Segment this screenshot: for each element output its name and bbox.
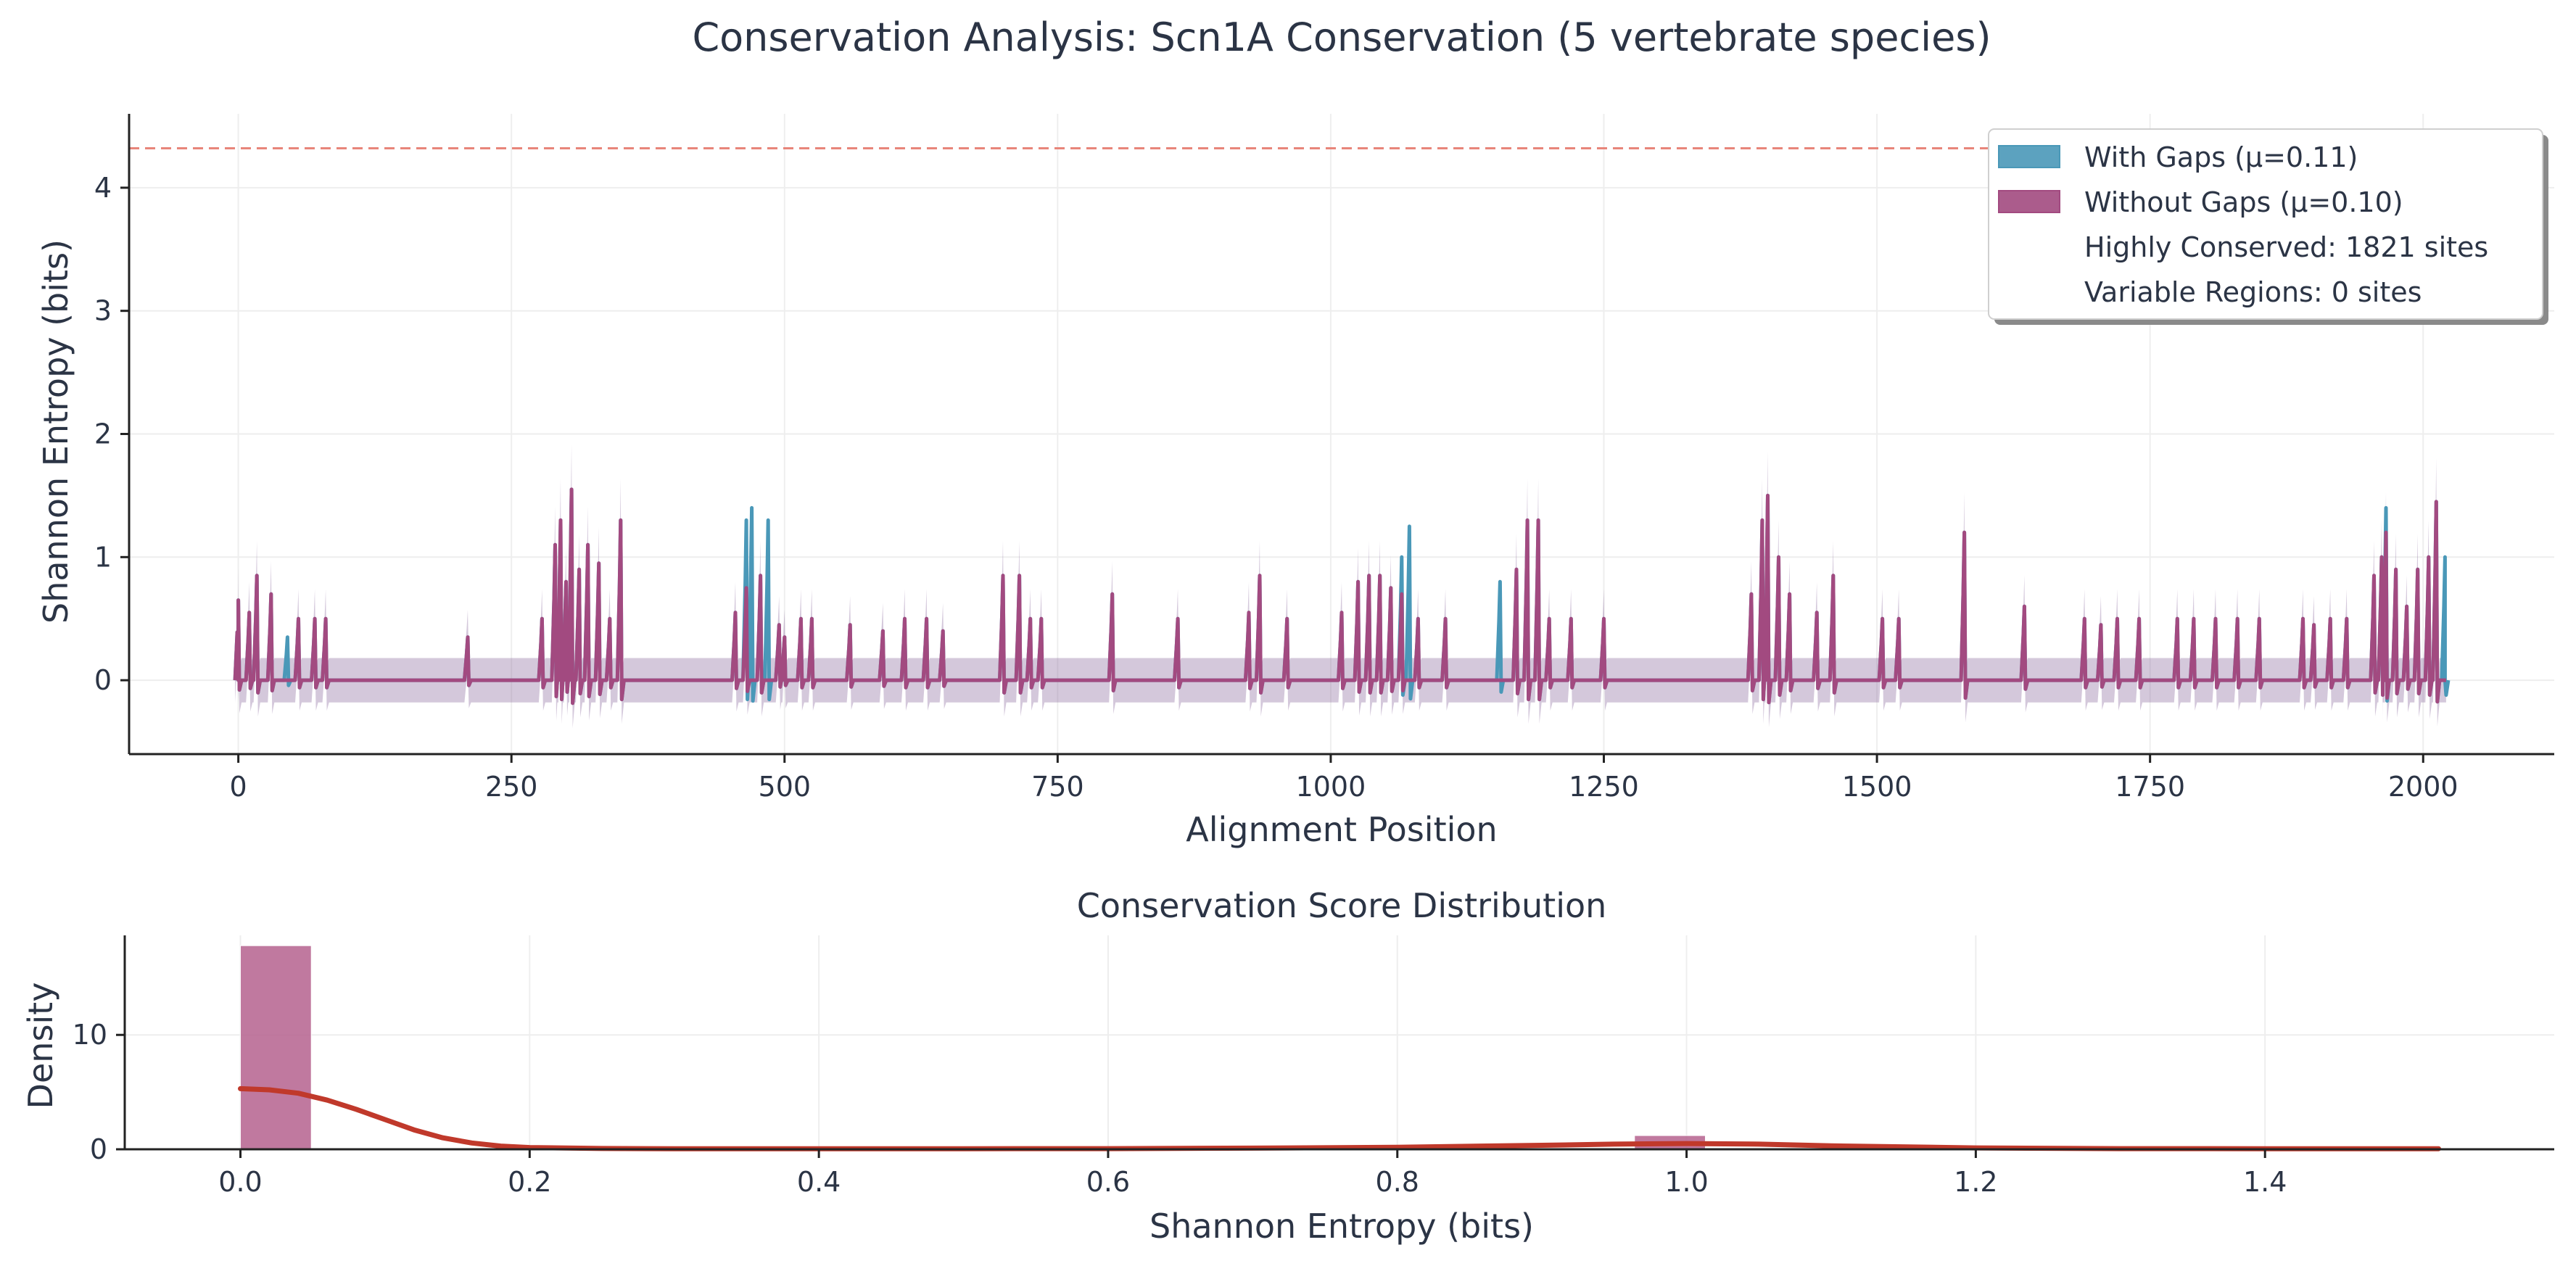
top-y-tick-label: 4 bbox=[94, 172, 112, 204]
bottom-x-tick-label: 0.4 bbox=[797, 1166, 841, 1198]
bottom-x-tick-label: 0.8 bbox=[1376, 1166, 1419, 1198]
bottom-y-axis-label: Density bbox=[21, 983, 60, 1109]
uncertainty-band bbox=[235, 444, 2446, 729]
top-x-tick-label: 1500 bbox=[1842, 771, 1912, 803]
top-x-tick-label: 1250 bbox=[1569, 771, 1639, 803]
series-without-gaps-line bbox=[233, 487, 2447, 706]
bottom-x-tick-label: 0.0 bbox=[218, 1166, 262, 1198]
kde-curve bbox=[238, 1085, 2441, 1151]
bottom-x-tick-label: 1.4 bbox=[2243, 1166, 2287, 1198]
top-x-tick-label: 250 bbox=[485, 771, 538, 803]
bottom-x-tick-label: 0.2 bbox=[508, 1166, 551, 1198]
histogram-bar bbox=[240, 945, 312, 1150]
top-x-axis-label: Alignment Position bbox=[1186, 810, 1497, 849]
legend: With Gaps (μ=0.11) Without Gaps (μ=0.10) H… bbox=[1988, 128, 2548, 325]
distribution-title: Conservation Score Distribution bbox=[1077, 886, 1607, 925]
top-y-tick-label: 0 bbox=[94, 664, 112, 696]
bottom-y-tick-label: 10 bbox=[73, 1019, 107, 1051]
bottom-x-tick-label: 1.2 bbox=[1954, 1166, 1997, 1198]
bottom-x-axis-label: Shannon Entropy (bits) bbox=[1149, 1207, 1534, 1246]
legend-entry: With Gaps (μ=0.11) bbox=[2084, 141, 2358, 173]
top-x-tick-label: 0 bbox=[230, 771, 247, 803]
top-y-tick-label: 3 bbox=[94, 295, 112, 327]
legend-swatch bbox=[1998, 145, 2060, 168]
figure-title: Conservation Analysis: Scn1A Conservatio… bbox=[692, 15, 1991, 60]
legend-swatch bbox=[1998, 190, 2060, 213]
legend-box bbox=[1988, 128, 2543, 320]
top-x-tick-label: 750 bbox=[1031, 771, 1084, 803]
top-x-tick-label: 1750 bbox=[2115, 771, 2185, 803]
top-x-tick-label: 1000 bbox=[1296, 771, 1366, 803]
bottom-y-tick-label: 0 bbox=[90, 1133, 107, 1165]
top-x-tick-label: 500 bbox=[759, 771, 812, 803]
bottom-x-tick-label: 1.0 bbox=[1664, 1166, 1708, 1198]
top-y-tick-label: 2 bbox=[94, 418, 112, 450]
legend-entry: Highly Conserved: 1821 sites bbox=[2084, 231, 2488, 263]
top-y-tick-label: 1 bbox=[94, 541, 112, 573]
bottom-x-tick-label: 0.6 bbox=[1086, 1166, 1130, 1198]
top-x-tick-label: 2000 bbox=[2388, 771, 2459, 803]
top-y-axis-label: Shannon Entropy (bits) bbox=[36, 239, 75, 624]
legend-entry: Without Gaps (μ=0.10) bbox=[2084, 186, 2403, 218]
distribution-panel: 0.0 0.2 0.4 0.6 0.8 1.0 1.2 1.4 0 10 bbox=[73, 935, 2554, 1198]
legend-entry: Variable Regions: 0 sites bbox=[2084, 276, 2422, 308]
